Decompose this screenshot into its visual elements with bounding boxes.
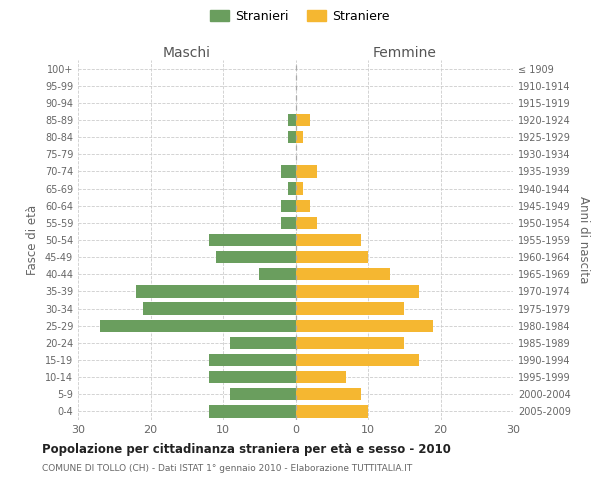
Bar xyxy=(296,114,310,126)
Bar xyxy=(288,182,296,194)
Bar xyxy=(230,336,296,349)
Bar xyxy=(296,131,303,143)
Bar xyxy=(296,371,346,384)
Text: Maschi: Maschi xyxy=(163,46,211,60)
Bar xyxy=(296,216,317,229)
Bar xyxy=(296,268,390,280)
Bar xyxy=(296,182,303,194)
Y-axis label: Fasce di età: Fasce di età xyxy=(26,205,39,275)
Bar xyxy=(296,251,368,264)
Bar xyxy=(296,234,361,246)
Bar xyxy=(288,131,296,143)
Bar xyxy=(216,251,296,264)
Bar xyxy=(136,286,296,298)
Bar xyxy=(288,114,296,126)
Bar xyxy=(100,320,296,332)
Bar xyxy=(209,406,296,417)
Bar xyxy=(143,302,296,314)
Text: Femmine: Femmine xyxy=(373,46,436,60)
Legend: Stranieri, Straniere: Stranieri, Straniere xyxy=(206,6,394,26)
Y-axis label: Anni di nascita: Anni di nascita xyxy=(577,196,590,284)
Bar xyxy=(281,200,296,212)
Bar xyxy=(296,302,404,314)
Bar xyxy=(296,354,419,366)
Bar xyxy=(296,200,310,212)
Text: COMUNE DI TOLLO (CH) - Dati ISTAT 1° gennaio 2010 - Elaborazione TUTTITALIA.IT: COMUNE DI TOLLO (CH) - Dati ISTAT 1° gen… xyxy=(42,464,412,473)
Bar xyxy=(296,406,368,417)
Bar xyxy=(209,371,296,384)
Bar xyxy=(259,268,296,280)
Bar xyxy=(209,234,296,246)
Bar xyxy=(296,286,419,298)
Bar xyxy=(296,166,317,177)
Bar xyxy=(296,320,433,332)
Bar xyxy=(281,166,296,177)
Bar xyxy=(209,354,296,366)
Bar xyxy=(296,388,361,400)
Text: Popolazione per cittadinanza straniera per età e sesso - 2010: Popolazione per cittadinanza straniera p… xyxy=(42,442,451,456)
Bar xyxy=(296,336,404,349)
Bar xyxy=(230,388,296,400)
Bar xyxy=(281,216,296,229)
